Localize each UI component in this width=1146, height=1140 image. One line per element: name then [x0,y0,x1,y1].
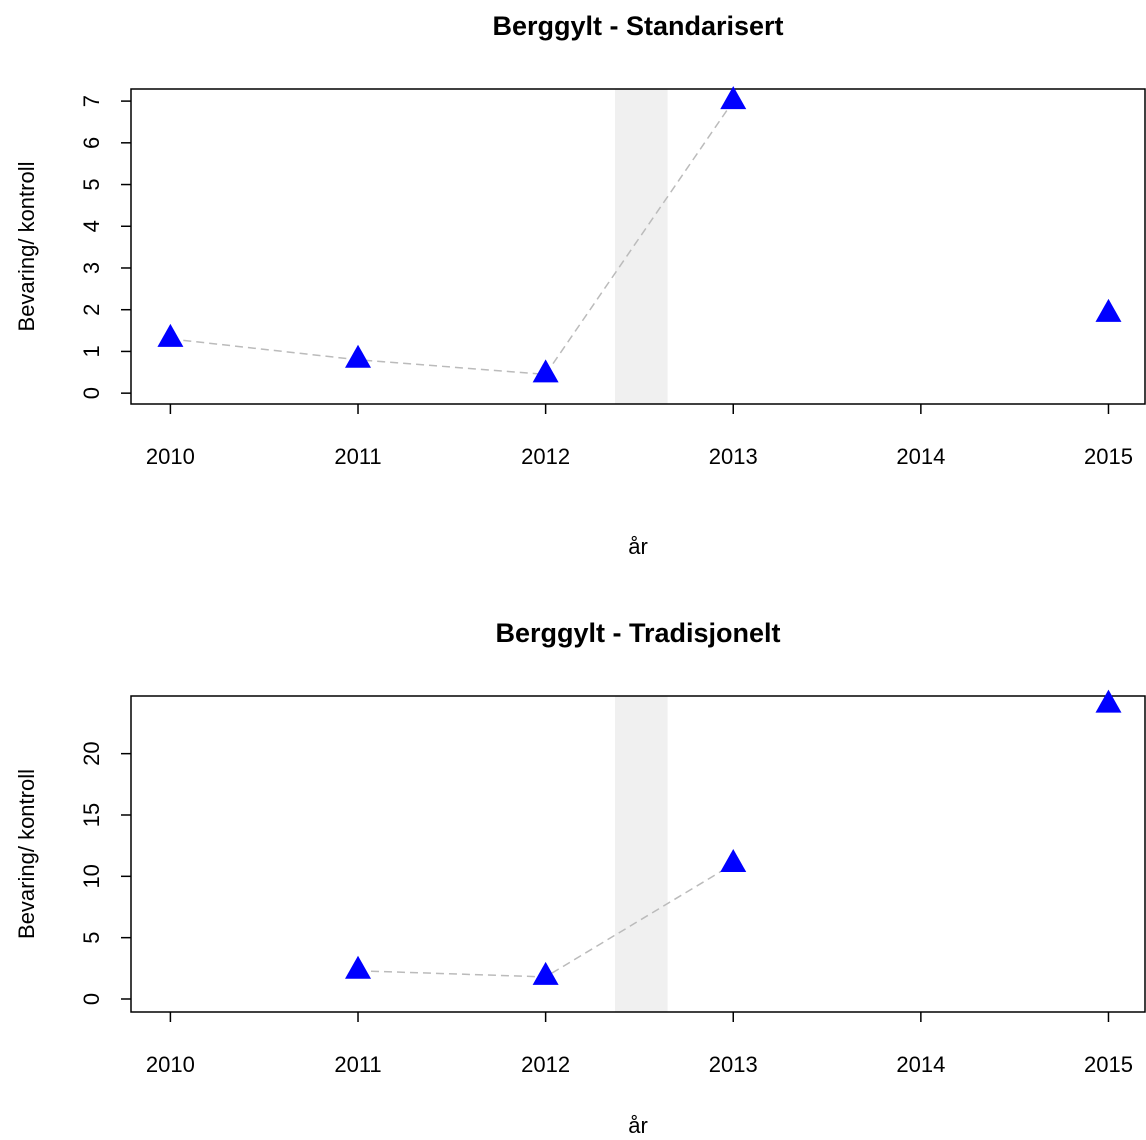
y-tick-label: 2 [79,304,104,316]
series-line [358,705,1108,977]
y-tick-label: 15 [79,803,104,827]
x-tick-label: 2011 [334,444,381,469]
plot-box [130,88,1146,405]
x-tick-label: 2015 [1084,444,1133,469]
x-tick-label: 2015 [1084,1052,1133,1077]
triangle-marker [532,961,559,985]
y-tick-label: 0 [79,387,104,399]
triangle-marker [157,323,184,347]
y-tick-label: 4 [79,220,104,232]
x-tick-label: 2014 [896,1052,945,1077]
x-tick-label: 2014 [896,444,945,469]
y-tick-label: 10 [79,864,104,888]
triangle-marker [345,344,372,368]
y-tick-label: 5 [79,178,104,190]
y-tick-label: 20 [79,741,104,765]
triangle-marker [1095,298,1122,322]
plot-box [130,695,1146,1013]
chart-title: Berggylt - Tradisjonelt [495,618,780,648]
triangle-marker [1095,689,1122,713]
x-tick-label: 2011 [334,1052,381,1077]
x-tick-label: 2012 [521,1052,570,1077]
x-tick-label: 2010 [146,1052,195,1077]
x-tick-label: 2012 [521,444,570,469]
highlight-band [615,89,668,404]
y-tick-label: 3 [79,262,104,274]
highlight-band [615,696,668,1012]
triangle-marker [720,849,747,873]
x-tick-label: 2013 [709,444,758,469]
y-axis-label: Bevaring/ kontroll [14,769,39,939]
y-tick-label: 1 [79,345,104,357]
y-tick-label: 7 [79,95,104,107]
y-tick-label: 0 [79,993,104,1005]
triangle-marker [720,86,747,110]
x-tick-label: 2013 [709,1052,758,1077]
y-axis-label: Bevaring/ kontroll [14,162,39,332]
y-tick-label: 5 [79,932,104,944]
x-axis-label: år [628,534,648,559]
x-axis-label: år [628,1113,648,1138]
y-tick-label: 6 [79,137,104,149]
triangle-marker [532,359,559,383]
x-tick-label: 2010 [146,444,195,469]
triangle-marker [345,955,372,979]
chart-title: Berggylt - Standarisert [492,11,783,41]
